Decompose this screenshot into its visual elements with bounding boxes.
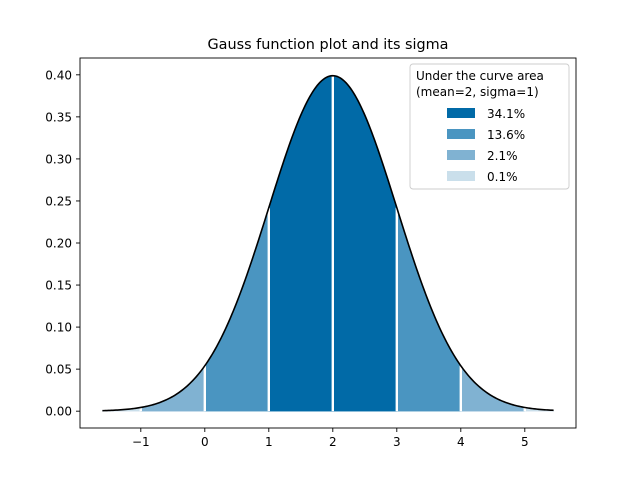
legend-swatch-2 — [447, 150, 475, 160]
x-tick-label-1: 0 — [201, 435, 209, 449]
sigma-dividers — [139, 75, 526, 412]
y-tick-label-0: 0.00 — [45, 405, 72, 419]
legend-swatch-0 — [447, 108, 475, 118]
y-tick-label-7: 0.35 — [45, 110, 72, 124]
y-tick-label-1: 0.05 — [45, 363, 72, 377]
legend-label-1: 13.6% — [487, 128, 525, 142]
legend-label-3: 0.1% — [487, 170, 518, 184]
area-region-3 — [268, 75, 334, 412]
legend-swatch-1 — [447, 129, 475, 139]
y-axis: 0.00 0.05 0.10 0.15 0.20 0.25 0.30 0.35 0.40 — [45, 68, 80, 419]
area-region-6 — [460, 364, 526, 412]
legend-label-0: 34.1% — [487, 107, 525, 121]
y-tick-label-3: 0.15 — [45, 279, 72, 293]
area-region-1 — [140, 364, 206, 412]
x-tick-label-6: 5 — [521, 435, 529, 449]
y-tick-label-2: 0.10 — [45, 321, 72, 335]
legend-title-line-2: (mean=2, sigma=1) — [416, 85, 539, 99]
legend-title-line-1: Under the curve area — [416, 69, 544, 83]
x-axis: −1 0 1 2 3 4 5 — [132, 428, 529, 449]
legend-label-2: 2.1% — [487, 149, 518, 163]
x-tick-label-5: 4 — [457, 435, 465, 449]
y-tick-label-4: 0.20 — [45, 237, 72, 251]
gauss-curve — [102, 74, 554, 412]
area-region-4 — [332, 75, 398, 412]
legend-swatch-3 — [447, 171, 475, 181]
y-tick-label-8: 0.40 — [45, 68, 72, 82]
y-tick-label-6: 0.30 — [45, 152, 72, 166]
x-tick-label-3: 2 — [329, 435, 337, 449]
x-tick-label-4: 3 — [393, 435, 401, 449]
legend: Under the curve area (mean=2, sigma=1) 3… — [409, 63, 570, 190]
x-tick-label-0: −1 — [132, 435, 150, 449]
y-tick-label-5: 0.25 — [45, 194, 72, 208]
chart-title: Gauss function plot and its sigma — [207, 37, 448, 53]
x-tick-label-2: 1 — [265, 435, 273, 449]
